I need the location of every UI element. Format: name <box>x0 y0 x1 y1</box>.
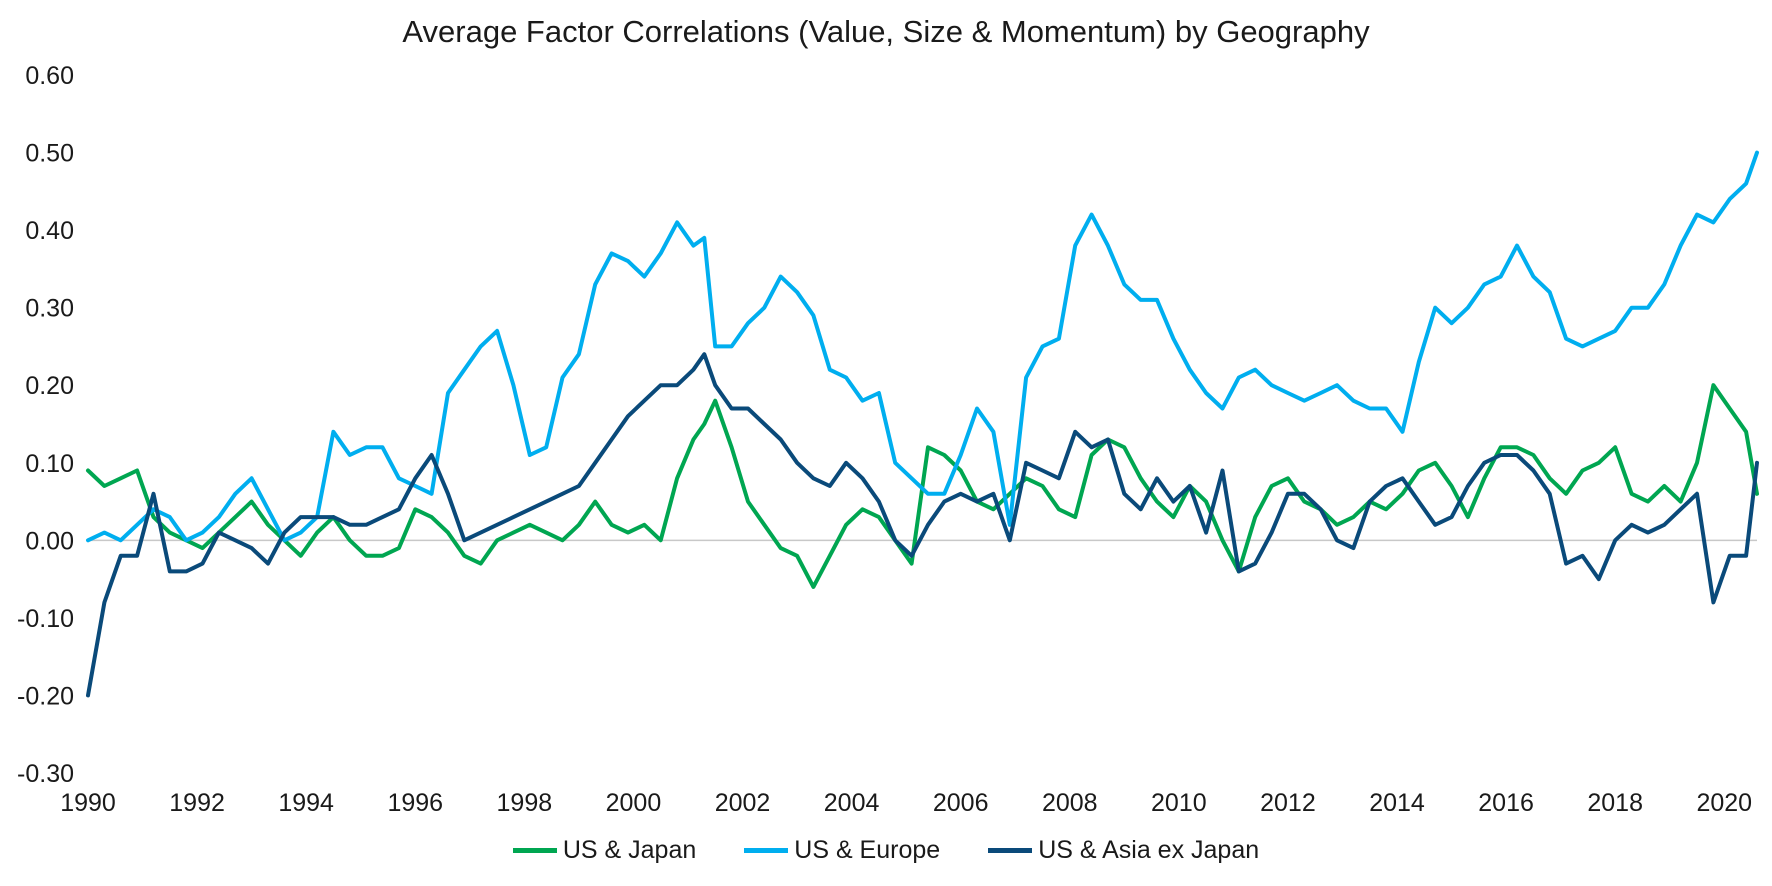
legend-label-us-asia-ex-japan: US & Asia ex Japan <box>1038 836 1260 864</box>
x-tick-label: 1990 <box>60 789 116 817</box>
series-lines <box>86 150 1759 698</box>
chart-legend: US & Japan US & Europe US & Asia ex Japa… <box>0 836 1772 865</box>
y-tick-label: 0.60 <box>25 62 74 90</box>
series-line-us-asia-ex-japan <box>86 352 1759 698</box>
legend-item-us-asia-ex-japan: US & Asia ex Japan <box>988 836 1259 865</box>
y-tick-label: 0.10 <box>25 450 74 478</box>
x-tick-label: 2010 <box>1151 789 1207 817</box>
y-tick-label: -0.20 <box>17 682 74 710</box>
legend-label-us-europe: US & Europe <box>794 836 941 864</box>
legend-item-us-europe: US & Europe <box>744 836 940 865</box>
y-tick-label: -0.30 <box>17 760 74 788</box>
x-tick-label: 2014 <box>1369 789 1425 817</box>
x-tick-label: 2018 <box>1587 789 1643 817</box>
legend-swatch-us-japan <box>512 848 557 853</box>
x-tick-label: 2006 <box>933 789 989 817</box>
x-tick-label: 1996 <box>387 789 443 817</box>
legend-swatch-us-asia-ex-japan <box>988 848 1033 853</box>
x-tick-label: 2012 <box>1260 789 1316 817</box>
x-tick-label: 2016 <box>1478 789 1534 817</box>
legend-swatch-us-europe <box>744 848 789 853</box>
legend-item-us-japan: US & Japan <box>512 836 697 865</box>
x-tick-label: 1998 <box>497 789 553 817</box>
y-axis-ticks: -0.30 -0.20 -0.10 0.00 0.10 0.20 0.30 0.40 0.50 0… <box>17 62 74 788</box>
x-tick-label: 1994 <box>278 789 334 817</box>
y-tick-label: 0.50 <box>25 140 74 168</box>
y-tick-label: 0.00 <box>25 527 74 555</box>
y-tick-label: -0.10 <box>17 605 74 633</box>
x-axis-ticks: 1990 1992 1994 1996 1998 2000 2002 2004 2006 2008… <box>60 789 1752 817</box>
x-tick-label: 2004 <box>824 789 880 817</box>
series-line-us-japan <box>86 383 1759 589</box>
chart-title: Average Factor Correlations (Value, Size… <box>402 14 1370 49</box>
x-tick-label: 1992 <box>169 789 225 817</box>
y-tick-label: 0.40 <box>25 217 74 245</box>
legend-label-us-japan: US & Japan <box>562 836 697 864</box>
y-tick-label: 0.30 <box>25 295 74 323</box>
x-tick-label: 2002 <box>715 789 771 817</box>
x-tick-label: 2020 <box>1696 789 1752 817</box>
y-tick-label: 0.20 <box>25 372 74 400</box>
x-tick-label: 2008 <box>1042 789 1098 817</box>
x-tick-label: 2000 <box>606 789 662 817</box>
series-line-us-europe <box>86 150 1759 543</box>
